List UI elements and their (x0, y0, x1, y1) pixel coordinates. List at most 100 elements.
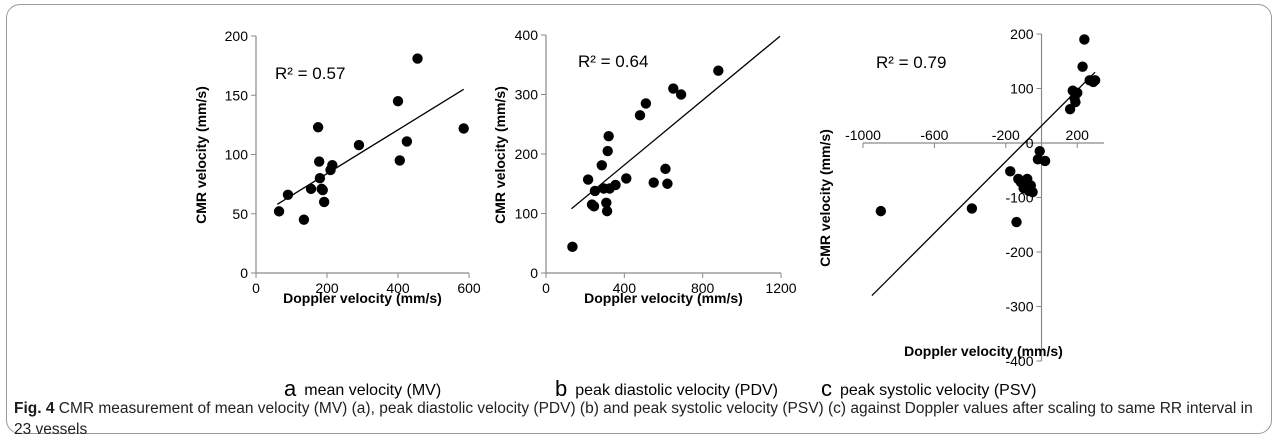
chart-c-point (1077, 61, 1088, 72)
chart-a-y-tick-label: 200 (225, 28, 249, 44)
chart-b-x-tick-label: 800 (691, 280, 715, 296)
chart-b-y-tick-label: 200 (515, 146, 539, 162)
chart-b-point (668, 83, 679, 94)
chart-a-point (392, 95, 404, 107)
chart-b-point (660, 163, 671, 175)
chart-a-trendline (276, 88, 465, 205)
chart-b-y-tick-label: 400 (515, 27, 539, 43)
chart-a-y-tick-label: 150 (225, 87, 249, 103)
sublabel-b: b peak diastolic velocity (PDV) (555, 376, 778, 402)
chart-b-point (675, 89, 687, 100)
chart-c-x-tick-label: -200 (992, 127, 1020, 143)
chart-a-point (318, 196, 330, 208)
chart-c-y-tick-label: 100 (1010, 81, 1034, 97)
chart-b-point (603, 130, 614, 142)
chart-c-point (1072, 87, 1083, 99)
chart-c-y-axis-title: CMR velocity (mm/s) (817, 129, 833, 267)
chart-a-point (458, 123, 469, 134)
chart-b-x-tick-label: 1200 (765, 280, 796, 296)
chart-c-point (1039, 155, 1051, 167)
chart-a-y-tick-label: 50 (232, 206, 248, 222)
sublabel-a-text: mean velocity (MV) (304, 382, 442, 399)
chart-b-x-tick-label: 0 (542, 280, 550, 296)
chart-b-point (662, 178, 673, 189)
sublabel-b-letter: b (555, 376, 568, 401)
chart-c-y-tick-label: 0 (1026, 135, 1034, 151)
chart-a-point (312, 122, 324, 133)
chart-c-point (1089, 75, 1101, 86)
sublabel-c-text: peak systolic velocity (PSV) (840, 382, 1037, 399)
chart-c-r2-label: R² = 0.79 (876, 53, 946, 72)
figure-caption: Fig. 4 CMR measurement of mean velocity … (14, 398, 1264, 440)
chart-a-point (317, 184, 328, 196)
chart-c-y-tick-label: 200 (1010, 26, 1034, 42)
chart-b-r2-label: R² = 0.64 (578, 52, 648, 71)
chart-c-trendline (871, 71, 1096, 297)
caption-fig-label: Fig. 4 (14, 400, 55, 417)
chart-a-point (314, 173, 326, 184)
chart-a-point (327, 159, 338, 171)
chart-b-point (567, 241, 578, 253)
caption-text: CMR measurement of mean velocity (MV) (a… (14, 400, 1253, 438)
chart-a-point (298, 214, 310, 225)
chart-b-point (582, 174, 594, 185)
chart-b-trendline (571, 35, 781, 210)
chart-b-point (610, 179, 621, 191)
chart-c-point (1011, 216, 1022, 228)
chart-b-x-axis-title: Doppler velocity (mm/s) (584, 290, 743, 306)
chart-c-point (875, 205, 887, 217)
chart-c-point (1079, 34, 1090, 45)
chart-a-point (282, 189, 294, 200)
chart-b-y-tick-label: 300 (515, 87, 539, 103)
chart-c-point (1070, 96, 1081, 108)
chart-b-point (602, 145, 613, 157)
chart-b-y-tick-label: 0 (530, 265, 538, 281)
sublabel-a-letter: a (284, 376, 297, 401)
chart-a-point (305, 183, 317, 195)
chart-c-y-tick-label: -400 (1005, 353, 1033, 369)
chart-b-point (713, 65, 724, 76)
chart-c-x-tick-label: 200 (1066, 127, 1090, 143)
chart-a-y-tick-label: 100 (225, 147, 249, 163)
chart-a-point (273, 206, 285, 217)
chart-c-y-tick-label: -200 (1005, 244, 1033, 260)
chart-a-point (353, 139, 365, 151)
figure-frame (6, 4, 1272, 434)
chart-a-y-tick-label: 0 (240, 265, 248, 281)
chart-c-x-tick-label: -600 (920, 127, 948, 143)
chart-b-y-tick-label: 100 (515, 206, 539, 222)
chart-b-point (648, 177, 659, 188)
chart-a-point (394, 155, 405, 166)
chart-a-r2-label: R² = 0.57 (275, 64, 345, 83)
chart-a-y-axis-title: CMR velocity (mm/s) (193, 86, 209, 224)
chart-b-point (588, 201, 600, 212)
chart-b-point (589, 185, 601, 197)
chart-c-point (1034, 145, 1045, 157)
sublabel-c: c peak systolic velocity (PSV) (821, 376, 1037, 402)
chart-c-point (1005, 166, 1016, 177)
chart-b-point (640, 98, 652, 109)
chart-b-point (601, 205, 613, 217)
chart-c-y-tick-label: -300 (1005, 299, 1033, 315)
chart-a-point (401, 136, 413, 147)
chart-b-y-axis-title: CMR velocity (mm/s) (492, 86, 508, 224)
chart-c-point (1027, 186, 1038, 198)
chart-c-point (966, 203, 978, 214)
chart-c-point (1064, 104, 1076, 115)
sublabel-a: a mean velocity (MV) (284, 376, 441, 402)
chart-c-x-axis-title: Doppler velocity (mm/s) (904, 343, 1063, 359)
chart-a-x-tick-label: 400 (386, 280, 410, 296)
chart-b-point (596, 160, 608, 171)
chart-a-x-tick-label: 200 (315, 280, 339, 296)
chart-a-point (412, 53, 423, 64)
chart-a-x-axis-title: Doppler velocity (mm/s) (283, 290, 442, 306)
chart-b-x-tick-label: 400 (613, 280, 637, 296)
sublabel-c-letter: c (821, 376, 832, 401)
chart-b-point (621, 173, 632, 184)
chart-b-point (601, 197, 612, 208)
chart-a-x-tick-label: 0 (252, 280, 260, 296)
chart-c-x-tick-label: -1000 (845, 127, 881, 143)
chart-a-x-tick-label: 600 (457, 280, 481, 296)
sublabel-b-text: peak diastolic velocity (PDV) (575, 382, 778, 399)
